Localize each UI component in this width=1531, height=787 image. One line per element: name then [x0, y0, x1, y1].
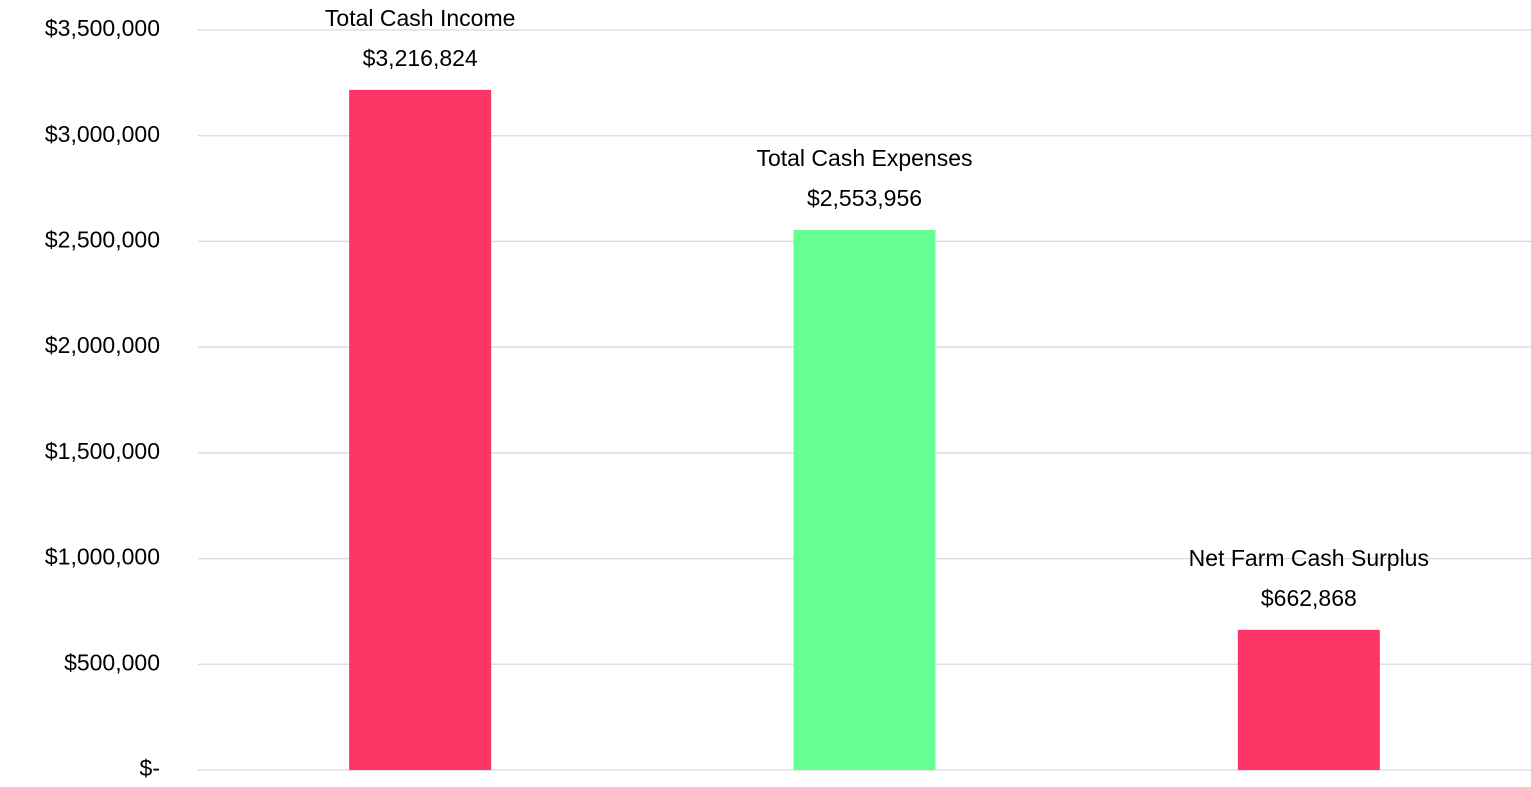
y-tick-label: $3,500,000 [45, 15, 160, 41]
value-label: $3,216,824 [363, 45, 478, 71]
value-label: $662,868 [1261, 585, 1357, 611]
bar [793, 230, 936, 770]
y-tick-label: $3,000,000 [45, 121, 160, 147]
y-tick-label: $2,000,000 [45, 332, 160, 358]
y-tick-label: $500,000 [64, 649, 160, 675]
y-tick-label: $1,500,000 [45, 438, 160, 464]
bar [349, 89, 492, 770]
category-label: Net Farm Cash Surplus [1189, 545, 1429, 571]
y-tick-label: $- [140, 755, 160, 781]
bar [1237, 629, 1380, 770]
y-tick-label: $2,500,000 [45, 227, 160, 253]
y-tick-label: $1,000,000 [45, 544, 160, 570]
value-label: $2,553,956 [807, 185, 922, 211]
category-label: Total Cash Income [325, 5, 515, 31]
category-label: Total Cash Expenses [756, 145, 972, 171]
